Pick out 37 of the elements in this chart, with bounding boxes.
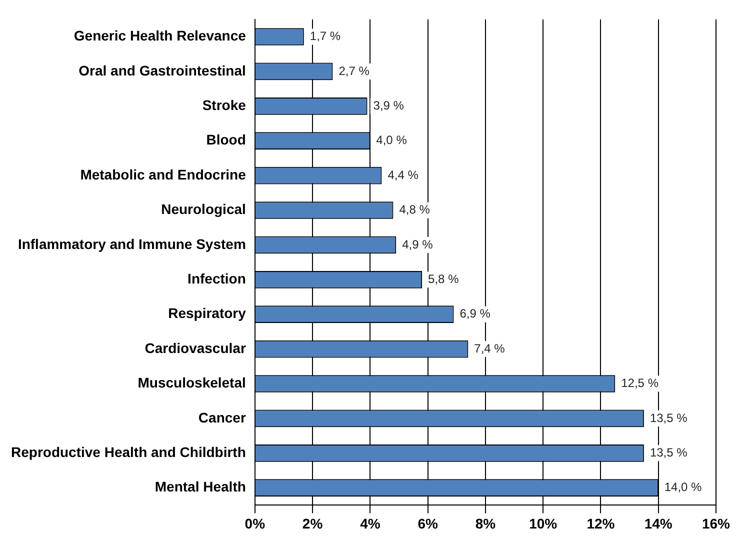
data-label: 1,7 % [310, 29, 341, 44]
y-tick-label: Mental Health [154, 478, 246, 495]
y-tick-label: Cancer [198, 409, 246, 426]
y-tick-label: Cardiovascular [144, 340, 246, 356]
y-tick-label: Neurological [161, 201, 246, 218]
data-label: 5,8 % [428, 272, 460, 286]
data-label: 7,4 % [474, 341, 506, 356]
y-tick-label: Musculoskeletal [138, 374, 246, 391]
data-label: 13,5 % [650, 445, 688, 460]
data-label: 4,9 % [402, 237, 434, 252]
y-tick-label: Stroke [202, 97, 246, 114]
data-label: 4,8 % [399, 202, 430, 217]
x-tick-label: 12% [586, 515, 616, 532]
x-tick-label: 2% [302, 515, 324, 532]
data-label: 4,0 % [376, 133, 408, 148]
data-label: 3,9 % [373, 98, 404, 112]
x-tick-label: 4% [360, 515, 381, 532]
x-tick-label: 8% [475, 515, 496, 532]
y-tick-label: Respiratory [168, 305, 246, 322]
y-tick-label: Metabolic and Endocrine [80, 166, 246, 182]
y-tick-label: Blood [206, 132, 246, 148]
y-tick-label: Reproductive Health and Childbirth [10, 444, 246, 460]
x-tick-label: 16% [702, 515, 731, 532]
x-tick-label: 0% [244, 515, 266, 532]
x-tick-label: 14% [644, 515, 673, 532]
x-tick-label: 6% [418, 515, 438, 532]
data-label: 6,9 % [460, 306, 491, 321]
data-label: 12,5 % [621, 376, 659, 390]
data-label: 14,0 % [664, 480, 702, 494]
y-tick-label: Oral and Gastrointestinal [78, 62, 246, 78]
data-label: 4,4 % [388, 168, 419, 182]
y-tick-label: Generic Health Relevance [74, 28, 246, 44]
y-tick-label: Infection [188, 270, 246, 287]
data-label: 13,5 % [650, 410, 688, 425]
data-label: 2,7 % [338, 64, 370, 78]
x-tick-label: 10% [529, 515, 558, 532]
y-tick-label: Inflammatory and Immune System [18, 236, 246, 252]
